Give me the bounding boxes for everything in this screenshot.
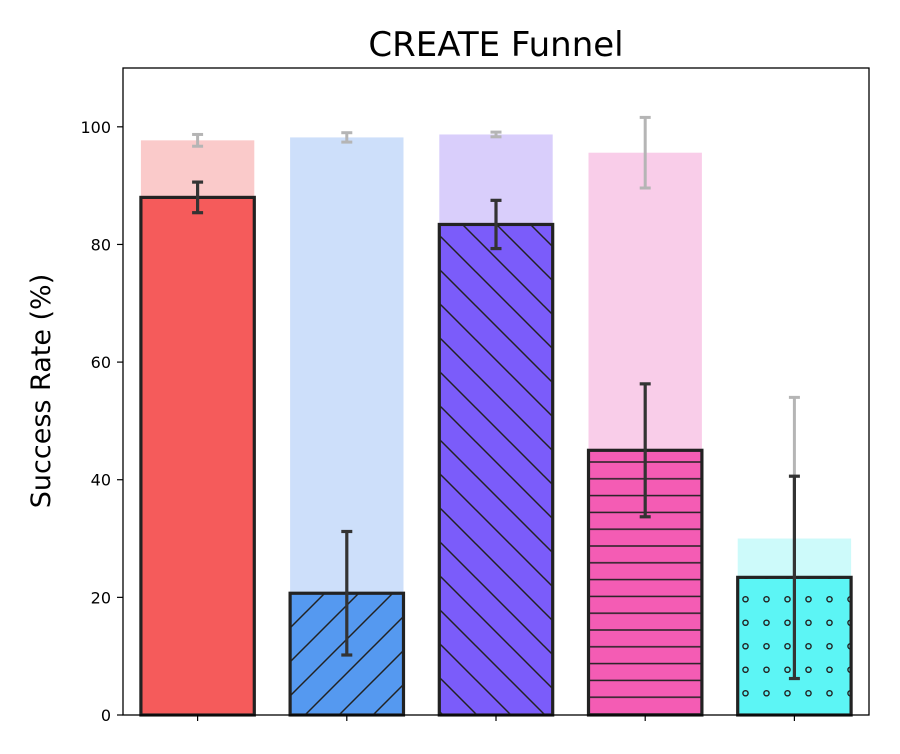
- foreground-bar: [140, 197, 255, 715]
- foreground-error-bar: [341, 529, 353, 657]
- y-tick-label: 100: [80, 118, 111, 137]
- background-error-bar: [192, 132, 204, 148]
- background-error-bar: [639, 115, 651, 190]
- y-tick-label: 0: [101, 706, 111, 725]
- chart-title: CREATE Funnel: [368, 25, 623, 65]
- y-axis-ticks: 0 20 40 60 80 100: [80, 118, 123, 725]
- foreground-error-bar: [192, 180, 204, 215]
- foreground-error-bar: [788, 474, 800, 681]
- background-error-bar: [341, 131, 353, 144]
- x-axis-ticks: [197, 715, 796, 721]
- y-tick-label: 60: [91, 353, 111, 372]
- foreground-bar-hatch: [439, 224, 553, 715]
- y-tick-label: 40: [91, 471, 111, 490]
- background-error-bar: [490, 130, 502, 139]
- y-tick-label: 20: [91, 588, 111, 607]
- plot-frame: [122, 67, 870, 716]
- foreground-error-bar: [639, 382, 651, 519]
- y-axis-label: Success Rate (%): [26, 274, 57, 508]
- foreground-bars: [139, 180, 853, 717]
- y-tick-label: 80: [91, 235, 111, 254]
- foreground-error-bar: [490, 198, 502, 251]
